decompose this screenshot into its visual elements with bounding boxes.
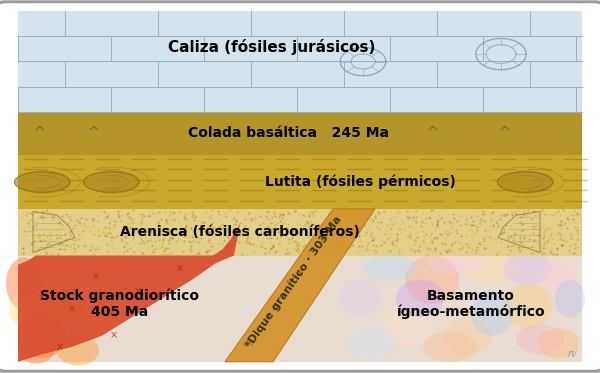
Text: *Dique granítico · 303 Ma: *Dique granítico · 303 Ma (244, 214, 344, 350)
Text: ×: × (246, 338, 254, 348)
Ellipse shape (537, 328, 579, 358)
Text: ×: × (176, 264, 184, 273)
Ellipse shape (504, 252, 552, 285)
Polygon shape (225, 209, 375, 362)
Text: Arenisca (fósiles carboníferos): Arenisca (fósiles carboníferos) (120, 225, 360, 239)
Ellipse shape (471, 291, 513, 336)
Text: ×: × (271, 303, 279, 313)
Text: ×: × (296, 268, 304, 278)
Ellipse shape (555, 280, 585, 317)
Ellipse shape (14, 172, 70, 192)
Ellipse shape (363, 256, 417, 282)
Ellipse shape (444, 317, 492, 354)
Text: ×: × (38, 294, 46, 303)
Text: Lutita (fósiles pérmicos): Lutita (fósiles pérmicos) (265, 175, 455, 189)
Ellipse shape (396, 280, 444, 317)
Ellipse shape (384, 310, 432, 347)
Ellipse shape (18, 313, 66, 358)
Ellipse shape (423, 332, 477, 362)
Ellipse shape (45, 280, 87, 317)
Ellipse shape (504, 283, 552, 328)
Text: ×: × (134, 286, 142, 296)
Text: ×: × (110, 331, 118, 341)
Ellipse shape (405, 256, 459, 304)
Bar (18, 209, 582, 256)
Text: ×: × (56, 342, 64, 352)
Ellipse shape (9, 293, 39, 326)
Bar (18, 155, 582, 209)
Text: Stock granodiorítico
405 Ma: Stock granodiorítico 405 Ma (41, 289, 199, 319)
Ellipse shape (78, 291, 114, 336)
Ellipse shape (339, 280, 381, 317)
Bar (18, 112, 582, 155)
Text: ^: ^ (498, 126, 510, 140)
Text: ^: ^ (33, 126, 45, 140)
Bar (18, 11, 582, 112)
Ellipse shape (57, 336, 99, 366)
Text: Colada basáltica   245 Ma: Colada basáltica 245 Ma (187, 126, 389, 140)
Ellipse shape (18, 338, 54, 364)
Text: Caliza (fósiles jurásicos): Caliza (fósiles jurásicos) (168, 39, 376, 54)
Text: ^: ^ (87, 126, 99, 140)
Text: ×: × (92, 271, 100, 281)
Ellipse shape (462, 254, 522, 283)
Text: ×: × (319, 235, 328, 244)
Text: ×: × (68, 305, 76, 314)
Ellipse shape (426, 248, 486, 274)
Ellipse shape (516, 325, 564, 354)
Ellipse shape (6, 257, 42, 310)
Text: ^: ^ (426, 126, 438, 140)
Ellipse shape (87, 256, 129, 282)
Ellipse shape (83, 172, 139, 192)
Text: Basamento
ígneo-metamórfico: Basamento ígneo-metamórfico (397, 289, 545, 319)
Polygon shape (18, 224, 240, 362)
Ellipse shape (27, 254, 81, 276)
Ellipse shape (348, 326, 396, 360)
Text: rv: rv (568, 349, 578, 359)
Ellipse shape (540, 261, 576, 291)
Bar (18, 256, 582, 362)
Ellipse shape (497, 172, 553, 192)
